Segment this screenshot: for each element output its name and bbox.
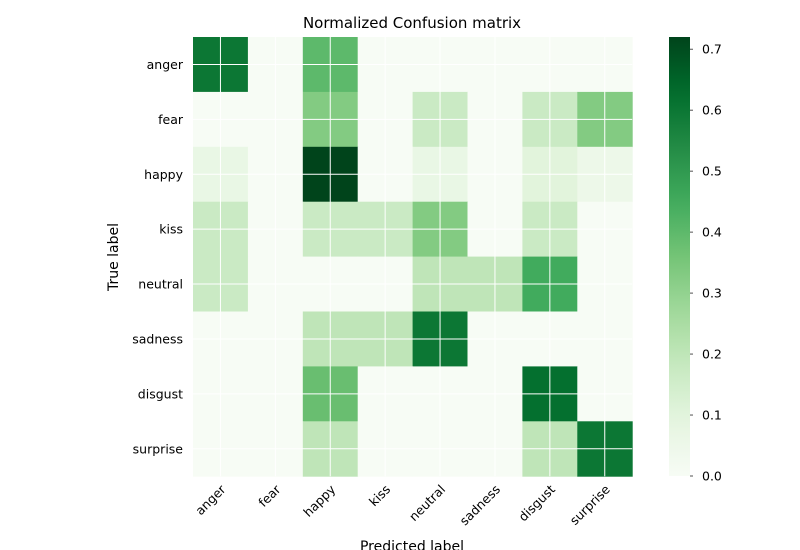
y-tick-labels: anger fear happy kiss neutral sadness disgust s…: [132, 57, 184, 456]
heatmap-cells: [193, 37, 633, 477]
y-tick-label: anger: [147, 57, 184, 72]
colorbar-ticks: 0.0 0.1 0.2 0.3 0.4 0.5 0.6 0.7: [690, 42, 722, 484]
colorbar-tick-label: 0.0: [702, 469, 722, 484]
y-tick-label: kiss: [159, 222, 183, 237]
x-tick-label: kiss: [366, 482, 393, 509]
x-tick-label: fear: [255, 481, 284, 510]
x-tick-label: neutral: [406, 482, 448, 524]
x-tick-label: sadness: [457, 482, 503, 528]
colorbar-tick-label: 0.4: [702, 225, 722, 240]
colorbar-tick-label: 0.3: [702, 286, 722, 301]
x-tick-labels: anger fear happy kiss neutral sadness disgust s…: [192, 481, 613, 528]
y-tick-label: surprise: [133, 441, 184, 456]
x-tick-label: anger: [192, 481, 229, 518]
x-tick-label: happy: [300, 481, 339, 520]
x-axis-label: Predicted label: [360, 539, 464, 550]
y-tick-label: sadness: [132, 331, 183, 346]
y-tick-label: fear: [158, 112, 184, 127]
y-tick-label: neutral: [138, 277, 183, 292]
colorbar-tick-label: 0.7: [702, 42, 722, 57]
colorbar: [669, 37, 690, 476]
colorbar-tick-label: 0.2: [702, 347, 722, 362]
chart-title: Normalized Confusion matrix: [303, 14, 521, 32]
colorbar-tick-label: 0.1: [702, 408, 722, 423]
y-axis-label: True label: [106, 223, 122, 292]
x-tick-label: surprise: [567, 481, 613, 527]
colorbar-tick-label: 0.5: [702, 164, 722, 179]
y-tick-label: happy: [144, 167, 183, 182]
colorbar-tick-label: 0.6: [702, 103, 722, 118]
y-tick-label: disgust: [138, 386, 183, 401]
x-tick-label: disgust: [515, 482, 558, 525]
